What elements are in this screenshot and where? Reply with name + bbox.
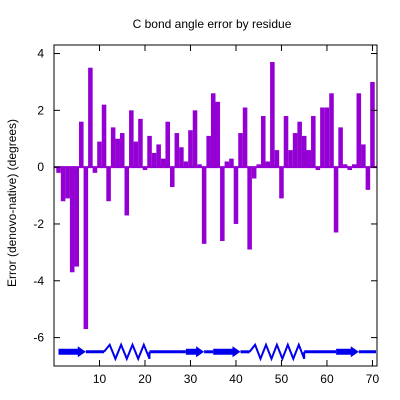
bar-10: [97, 141, 102, 168]
bar-27: [174, 133, 180, 168]
bar-2: [60, 167, 66, 202]
bar-4: [69, 167, 75, 273]
bar-11: [101, 104, 107, 168]
x-tick-label-50: 50: [275, 372, 289, 386]
bar-56: [306, 150, 312, 168]
y-axis-ticks: 4 2 0 -2 -4 -6: [33, 47, 377, 345]
bar-29: [183, 161, 189, 168]
y-tick-label-0: 0: [37, 160, 44, 174]
bar-55: [301, 135, 307, 168]
bar-30: [188, 130, 193, 168]
bar-16: [124, 167, 130, 216]
bar-19: [138, 118, 143, 168]
bar-34: [206, 135, 211, 168]
bar-24: [160, 158, 166, 168]
bars-group: [56, 62, 375, 330]
bar-12: [106, 167, 111, 202]
bar-35: [210, 93, 216, 168]
bar-6: [79, 121, 84, 168]
bar-64: [342, 164, 348, 168]
bar-32: [197, 164, 202, 168]
bar-39: [229, 158, 234, 168]
bar-48: [270, 62, 275, 168]
bar-28: [179, 147, 184, 168]
strand-arrow-10: [336, 346, 359, 358]
secondary-structure-track: [58, 342, 376, 362]
bar-54: [297, 121, 302, 168]
helix-zigzag-8: [248, 342, 306, 362]
bar-44: [251, 167, 257, 179]
bar-33: [201, 167, 207, 244]
bar-50: [279, 167, 284, 199]
bar-52: [288, 150, 293, 168]
bar-5: [74, 167, 80, 267]
bar-9: [92, 167, 98, 173]
bar-70: [370, 81, 375, 168]
bar-62: [333, 167, 339, 233]
bar-31: [192, 110, 198, 168]
bar-1: [56, 167, 61, 173]
bar-67: [356, 93, 362, 168]
bar-46: [260, 116, 266, 168]
chart-title: C bond angle error by residue: [133, 17, 292, 31]
bar-20: [142, 167, 148, 170]
bar-8: [88, 67, 93, 168]
bar-68: [361, 144, 366, 168]
strand-arrow-4: [185, 346, 205, 358]
bar-14: [115, 138, 120, 168]
x-tick-label-70: 70: [366, 372, 380, 386]
x-tick-label-40: 40: [229, 372, 243, 386]
y-tick-label--4: -4: [33, 274, 44, 288]
bar-25: [165, 121, 171, 168]
bar-45: [256, 164, 261, 168]
bar-37: [220, 167, 225, 242]
x-tick-label-30: 30: [184, 372, 198, 386]
bar-60: [324, 107, 330, 168]
bar-58: [315, 167, 321, 170]
bar-43: [247, 167, 252, 250]
bar-57: [311, 116, 316, 168]
x-tick-label-20: 20: [138, 372, 152, 386]
bar-18: [133, 141, 139, 168]
bar-49: [274, 150, 280, 168]
bar-36: [215, 101, 221, 168]
bar-7: [83, 167, 89, 330]
y-axis-label: Error (denovo-native) (degrees): [5, 119, 19, 287]
bar-59: [320, 107, 325, 168]
bar-13: [110, 127, 116, 168]
bar-22: [151, 152, 157, 168]
bar-17: [129, 110, 134, 168]
x-tick-label-10: 10: [93, 372, 107, 386]
bar-42: [242, 107, 248, 168]
bar-61: [329, 93, 334, 168]
bar-38: [224, 161, 230, 168]
bar-15: [119, 133, 125, 168]
bar-41: [238, 133, 243, 168]
bar-53: [292, 133, 298, 168]
bar-69: [365, 167, 371, 190]
y-tick-label-2: 2: [37, 103, 44, 117]
bar-3: [65, 167, 70, 199]
y-tick-label--2: -2: [33, 217, 44, 231]
bar-21: [147, 135, 152, 168]
bar-47: [265, 161, 271, 168]
helix-zigzag-2: [103, 342, 151, 362]
bar-63: [338, 127, 343, 168]
x-axis-ticks: 10 20 30 40 50 60 70: [93, 45, 380, 386]
x-tick-label-60: 60: [320, 372, 334, 386]
y-tick-label--6: -6: [33, 331, 44, 345]
strand-arrow-6: [213, 346, 241, 358]
bar-66: [351, 164, 357, 168]
bar-40: [233, 167, 239, 224]
plot-frame: [53, 44, 378, 367]
bar-51: [283, 116, 289, 168]
bar-65: [347, 167, 352, 170]
bar-23: [156, 144, 161, 168]
bar-26: [170, 167, 175, 188]
strand-arrow-0: [58, 346, 86, 358]
y-tick-label-4: 4: [37, 47, 44, 61]
